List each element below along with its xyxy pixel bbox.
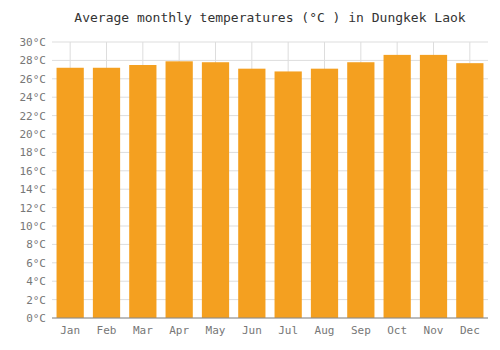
bar bbox=[420, 55, 447, 318]
tick-label: Jul bbox=[278, 324, 298, 337]
tick-label: Nov bbox=[424, 324, 444, 337]
tick-label: 24°C bbox=[20, 91, 47, 104]
tick-label: Sep bbox=[351, 324, 371, 337]
tick-label: 0°C bbox=[26, 312, 46, 325]
bar bbox=[166, 61, 193, 318]
bar bbox=[384, 55, 411, 318]
tick-label: 12°C bbox=[20, 202, 47, 215]
tick-label: 28°C bbox=[20, 54, 47, 67]
tick-label: Jan bbox=[60, 324, 80, 337]
tick-label: 16°C bbox=[20, 165, 47, 178]
bar bbox=[311, 69, 338, 318]
tick-label: 22°C bbox=[20, 110, 47, 123]
title: Average monthly temperatures (°C ) in Du… bbox=[74, 10, 466, 25]
bar bbox=[456, 63, 483, 318]
bar bbox=[202, 62, 229, 318]
tick-label: 30°C bbox=[20, 36, 47, 49]
grid bbox=[52, 42, 488, 318]
tick-label: Aug bbox=[315, 324, 335, 337]
tick-label: 26°C bbox=[20, 73, 47, 86]
bar bbox=[275, 71, 302, 318]
grid-line bbox=[52, 42, 488, 43]
tick-label: Dec bbox=[460, 324, 480, 337]
tick-label: 10°C bbox=[20, 220, 47, 233]
grid-line bbox=[52, 318, 488, 319]
tick-label: 6°C bbox=[26, 257, 46, 270]
tick-label: Jun bbox=[242, 324, 262, 337]
tick-label: Oct bbox=[387, 324, 407, 337]
bar bbox=[93, 68, 120, 318]
bars bbox=[57, 55, 484, 318]
tick-label: Feb bbox=[97, 324, 117, 337]
tick-label: 2°C bbox=[26, 294, 46, 307]
bar bbox=[57, 68, 84, 318]
tick-label: Mar bbox=[133, 324, 153, 337]
chart: Average monthly temperatures (°C ) in Du… bbox=[0, 0, 500, 350]
tick-label: 8°C bbox=[26, 238, 46, 251]
tick-label: 18°C bbox=[20, 146, 47, 159]
tick-label: 14°C bbox=[20, 183, 47, 196]
x-axis-line bbox=[52, 318, 488, 319]
bar bbox=[347, 62, 374, 318]
tick-label: Apr bbox=[169, 324, 189, 337]
tick-label: May bbox=[206, 324, 226, 337]
bar bbox=[238, 69, 265, 318]
tick-label: 20°C bbox=[20, 128, 47, 141]
tick-label: 4°C bbox=[26, 275, 46, 288]
bar bbox=[129, 65, 156, 318]
